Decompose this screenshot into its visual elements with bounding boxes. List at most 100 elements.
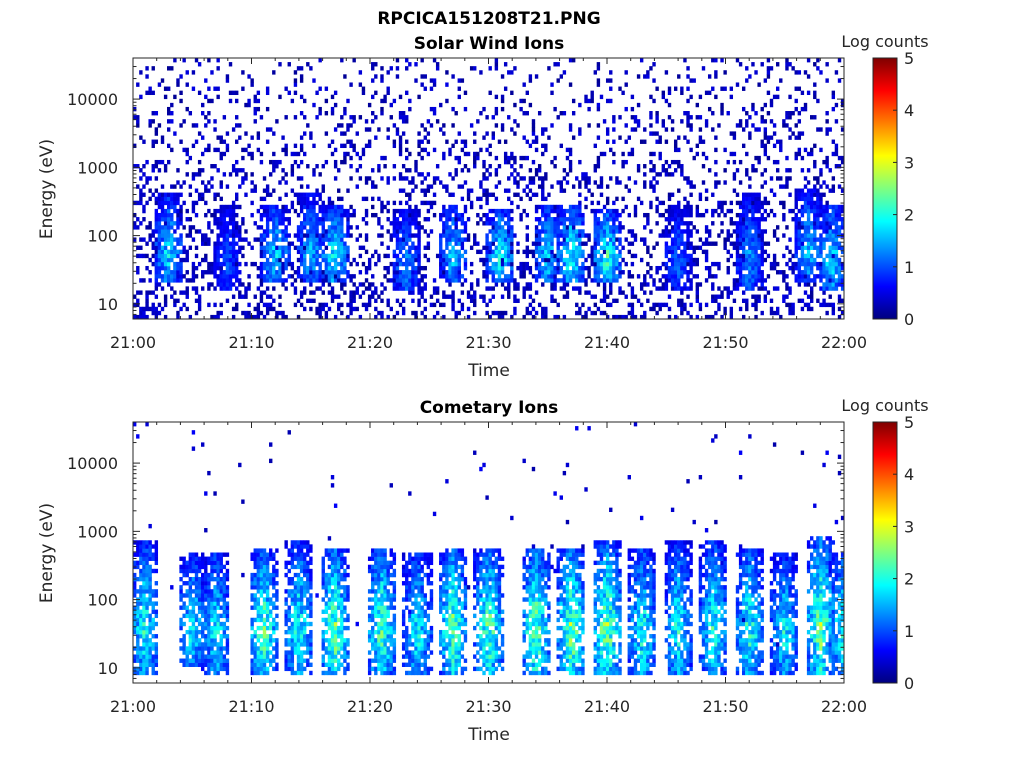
spectrogram-cell bbox=[593, 180, 597, 185]
spectrogram-cell bbox=[686, 139, 690, 144]
spectrogram-cell bbox=[751, 294, 755, 299]
spectrogram-cell bbox=[602, 282, 607, 287]
spectrogram-cell bbox=[272, 286, 276, 291]
spectrogram-cell bbox=[222, 237, 227, 242]
spectrogram-cell bbox=[488, 257, 492, 263]
spectrogram-cell bbox=[309, 237, 313, 242]
spectrogram-cell bbox=[779, 78, 783, 83]
spectrogram-cell bbox=[170, 221, 174, 226]
spectrogram-cell bbox=[278, 212, 282, 218]
spectrogram-cell bbox=[423, 200, 427, 206]
spectrogram-cell bbox=[720, 221, 724, 226]
spectrogram-cell bbox=[537, 241, 542, 246]
spectrogram-cell bbox=[160, 196, 165, 202]
spectrogram-cell bbox=[247, 98, 251, 104]
spectrogram-cell bbox=[636, 274, 641, 279]
spectrogram-cell bbox=[711, 111, 715, 116]
spectrogram-cell bbox=[751, 196, 755, 202]
spectrogram-cell bbox=[677, 164, 681, 169]
spectrogram-cell bbox=[133, 646, 137, 651]
spectrogram-cell bbox=[741, 225, 746, 230]
spectrogram-cell bbox=[222, 115, 227, 120]
spectrogram-cell bbox=[763, 196, 768, 202]
spectrogram-cell bbox=[782, 294, 786, 299]
spectrogram-cell bbox=[609, 233, 613, 238]
spectrogram-cell bbox=[485, 274, 489, 279]
spectrogram-cell bbox=[448, 233, 452, 238]
spectrogram-cell bbox=[395, 257, 400, 263]
spectrogram-cell bbox=[541, 274, 545, 279]
spectrogram-cell bbox=[627, 302, 631, 308]
spectrogram-cell bbox=[698, 94, 703, 100]
colorbar-tick-label: 3 bbox=[904, 153, 914, 172]
spectrogram-cell bbox=[299, 257, 304, 263]
spectrogram-cell bbox=[466, 192, 471, 197]
spectrogram-cell bbox=[822, 241, 826, 246]
spectrogram-cell bbox=[210, 265, 214, 271]
spectrogram-cell bbox=[417, 282, 421, 287]
spectrogram-cell bbox=[463, 237, 468, 242]
spectrogram-cell bbox=[148, 290, 152, 295]
spectrogram-cell bbox=[451, 74, 455, 79]
spectrogram-cell bbox=[173, 298, 177, 303]
spectrogram-cell bbox=[704, 314, 709, 320]
spectrogram-cell bbox=[822, 290, 826, 295]
spectrogram-cell bbox=[785, 302, 789, 308]
spectrogram-cell bbox=[151, 233, 155, 238]
spectrogram-cell bbox=[275, 221, 279, 226]
spectrogram-cell bbox=[738, 200, 743, 206]
spectrogram-cell bbox=[343, 106, 347, 112]
spectrogram-cell bbox=[760, 282, 764, 287]
spectrogram-cell bbox=[157, 168, 162, 173]
spectrogram-cell bbox=[414, 168, 418, 173]
spectrogram-cell bbox=[324, 217, 329, 222]
spectrogram-cell bbox=[442, 302, 446, 308]
spectrogram-cell bbox=[306, 221, 310, 226]
spectrogram-cell bbox=[677, 237, 681, 242]
spectrogram-cell bbox=[333, 265, 338, 271]
spectrogram-cell bbox=[197, 131, 202, 136]
spectrogram-cell bbox=[813, 208, 817, 214]
spectrogram-cell bbox=[643, 127, 647, 132]
spectrogram-cell bbox=[343, 290, 347, 295]
spectrogram-cell bbox=[760, 217, 764, 222]
spectrogram-cell bbox=[133, 294, 137, 299]
spectrogram-cell bbox=[133, 237, 137, 242]
spectrogram-cell bbox=[686, 66, 690, 71]
spectrogram-cell bbox=[408, 286, 412, 291]
spectrogram-cell bbox=[395, 261, 400, 267]
spectrogram-cell bbox=[157, 217, 162, 222]
spectrogram-cell bbox=[686, 241, 690, 246]
spectrogram-cell bbox=[448, 192, 452, 197]
spectrogram-cell bbox=[420, 278, 424, 283]
spectrogram-cell bbox=[235, 302, 239, 308]
spectrogram-cell bbox=[488, 314, 492, 320]
spectrogram-cell bbox=[167, 265, 171, 271]
spectrogram-cell bbox=[825, 229, 829, 234]
spectrogram-cell bbox=[392, 225, 397, 230]
spectrogram-cell bbox=[788, 94, 792, 100]
spectrogram-cell bbox=[810, 147, 814, 153]
spectrogram-cell bbox=[346, 249, 350, 255]
spectrogram-cell bbox=[213, 147, 217, 153]
spectrogram-cell bbox=[395, 66, 400, 71]
spectrogram-cell bbox=[417, 290, 421, 295]
spectrogram-cell bbox=[673, 208, 678, 214]
spectrogram-cell bbox=[176, 78, 180, 83]
spectrogram-cell bbox=[324, 265, 329, 271]
spectrogram-cell bbox=[272, 159, 276, 165]
spectrogram-cell bbox=[235, 261, 239, 267]
spectrogram-cell bbox=[782, 119, 786, 124]
spectrogram-cell bbox=[216, 208, 220, 214]
spectrogram-cell bbox=[568, 212, 573, 218]
spectrogram-cell bbox=[507, 245, 511, 250]
spectrogram-cell bbox=[398, 286, 403, 291]
spectrogram-cell bbox=[306, 200, 310, 206]
spectrogram-cell bbox=[627, 176, 631, 181]
spectrogram-cell bbox=[432, 106, 437, 112]
spectrogram-cell bbox=[556, 229, 560, 234]
spectrogram-cell bbox=[219, 221, 223, 226]
spectrogram-cell bbox=[834, 257, 839, 263]
spectrogram-cell bbox=[516, 204, 520, 210]
spectrogram-cell bbox=[513, 168, 517, 173]
